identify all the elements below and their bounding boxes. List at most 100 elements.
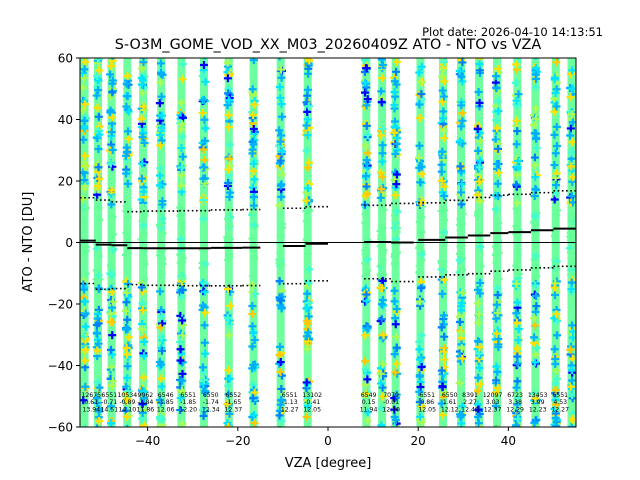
data-point (530, 161, 539, 170)
data-point (177, 218, 186, 227)
data-point (276, 342, 285, 351)
data-point (83, 426, 86, 427)
data-point (378, 141, 387, 150)
data-point (438, 147, 447, 156)
data-point (493, 179, 502, 188)
data-point (494, 192, 503, 201)
data-point (458, 288, 467, 297)
stats-std: 12.37 (224, 407, 242, 414)
data-point (552, 102, 561, 111)
stats-std: 12.23 (529, 407, 547, 414)
data-point (200, 338, 209, 347)
data-point (550, 130, 559, 139)
data-point (457, 419, 466, 427)
data-point (531, 211, 540, 220)
data-point (302, 121, 311, 130)
data-point (123, 362, 132, 371)
stats-std: 11.94 (360, 407, 378, 414)
data-point (178, 331, 187, 340)
data-point (377, 97, 386, 106)
data-point (392, 248, 401, 257)
stats-std: 12.12 (441, 407, 459, 414)
data-point (177, 163, 186, 172)
data-point (494, 144, 503, 153)
data-point (363, 416, 372, 425)
data-point (305, 58, 314, 65)
data-point (512, 318, 521, 327)
data-point (277, 73, 286, 82)
data-point (178, 286, 187, 295)
data-point (458, 265, 467, 274)
data-point (278, 58, 281, 61)
data-point (513, 352, 522, 361)
stats-mean: -1.74 (203, 399, 219, 406)
data-point (378, 157, 387, 166)
data-point (475, 197, 484, 206)
data-point (249, 125, 258, 134)
data-point (473, 386, 482, 395)
data-point (248, 85, 257, 94)
data-point (158, 229, 167, 238)
data-point (531, 173, 540, 182)
data-point (139, 102, 148, 111)
data-point (532, 302, 541, 311)
data-point (531, 83, 540, 92)
data-point (532, 134, 541, 143)
data-point (437, 167, 446, 176)
data-point (492, 72, 501, 81)
data-point (225, 250, 234, 259)
data-point (440, 355, 449, 364)
data-point (455, 256, 464, 265)
data-point (250, 100, 259, 109)
data-point (303, 249, 312, 258)
data-point (249, 58, 258, 65)
data-point (224, 381, 233, 390)
data-point (80, 106, 88, 115)
data-point (415, 217, 424, 226)
data-point (417, 363, 426, 372)
data-point (248, 183, 257, 192)
data-point (532, 144, 541, 153)
data-point (250, 419, 259, 427)
data-point (157, 312, 166, 321)
data-point (178, 75, 187, 84)
data-point (248, 310, 257, 319)
data-point (276, 239, 285, 248)
data-point (139, 231, 148, 240)
data-point (138, 299, 147, 308)
stats-mean: -0.71 (101, 399, 117, 406)
data-point (250, 252, 259, 261)
data-point (156, 59, 165, 68)
stats-n: 6551 (552, 392, 568, 399)
data-point (417, 62, 426, 71)
data-point (108, 146, 117, 155)
data-point (475, 177, 484, 186)
data-point (567, 211, 576, 220)
data-point (550, 195, 559, 204)
data-point (249, 159, 258, 168)
data-point (122, 350, 131, 359)
y-tick-label: 0 (65, 236, 73, 250)
data-point (492, 205, 501, 214)
data-point (108, 377, 117, 386)
data-point (176, 356, 185, 365)
data-point (475, 343, 484, 352)
data-point (567, 285, 576, 294)
data-point (302, 196, 311, 205)
data-point (158, 346, 167, 355)
data-point (276, 93, 285, 102)
data-point (304, 158, 313, 167)
data-point (378, 283, 387, 292)
stats-n: 6723 (507, 392, 523, 399)
stats-n: 6551 (101, 392, 117, 399)
data-point (376, 369, 385, 378)
point-column (511, 58, 523, 427)
data-point (392, 170, 401, 179)
data-point (494, 236, 503, 245)
data-point (567, 162, 576, 171)
data-point (514, 270, 523, 279)
data-point (80, 162, 89, 171)
